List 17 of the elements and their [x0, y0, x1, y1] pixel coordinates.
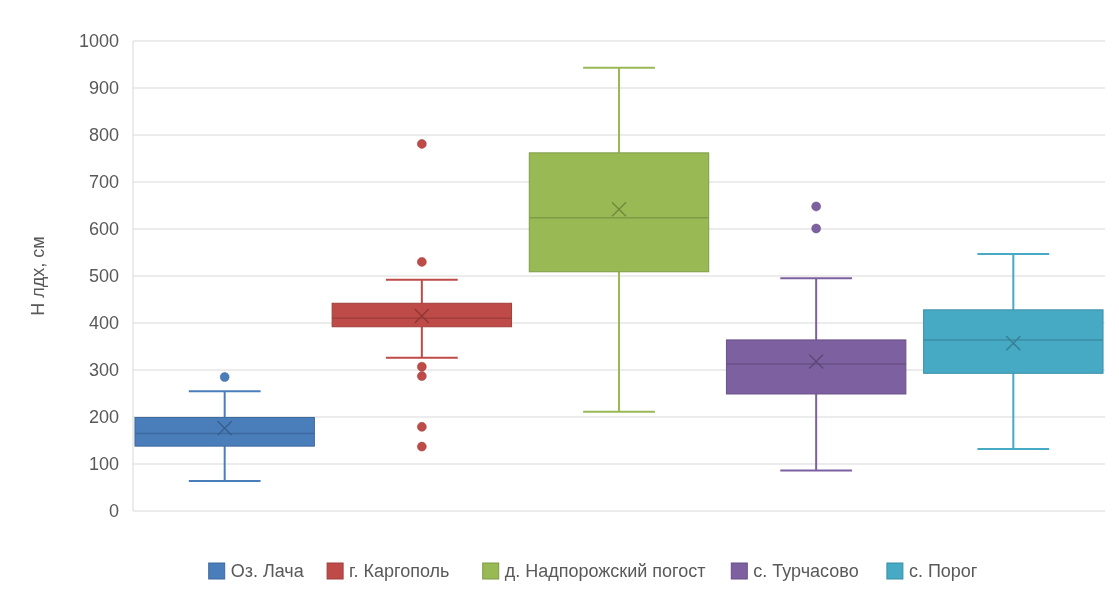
legend-label: с. Турчасово	[753, 561, 859, 582]
y-tick-label: 0	[108, 501, 119, 522]
y-tick-label: 100	[88, 454, 119, 475]
legend-label: д. Надпорожский погост	[504, 561, 706, 582]
y-tick-label: 500	[88, 266, 119, 287]
y-tick-label: 600	[88, 219, 119, 240]
legend-label: с. Порог	[908, 561, 978, 582]
y-tick-label: 700	[88, 172, 119, 193]
legend-label: г. Каргополь	[349, 561, 450, 582]
y-axis-title: Н лдх, см	[28, 236, 48, 316]
y-tick-label: 300	[88, 360, 119, 381]
y-tick-label: 900	[88, 78, 119, 99]
y-tick-label: 200	[88, 407, 119, 428]
y-tick-label: 1000	[78, 31, 119, 52]
y-tick-label: 400	[88, 313, 119, 334]
y-tick-label: 800	[88, 125, 119, 146]
legend-label: Оз. Лача	[230, 561, 305, 582]
